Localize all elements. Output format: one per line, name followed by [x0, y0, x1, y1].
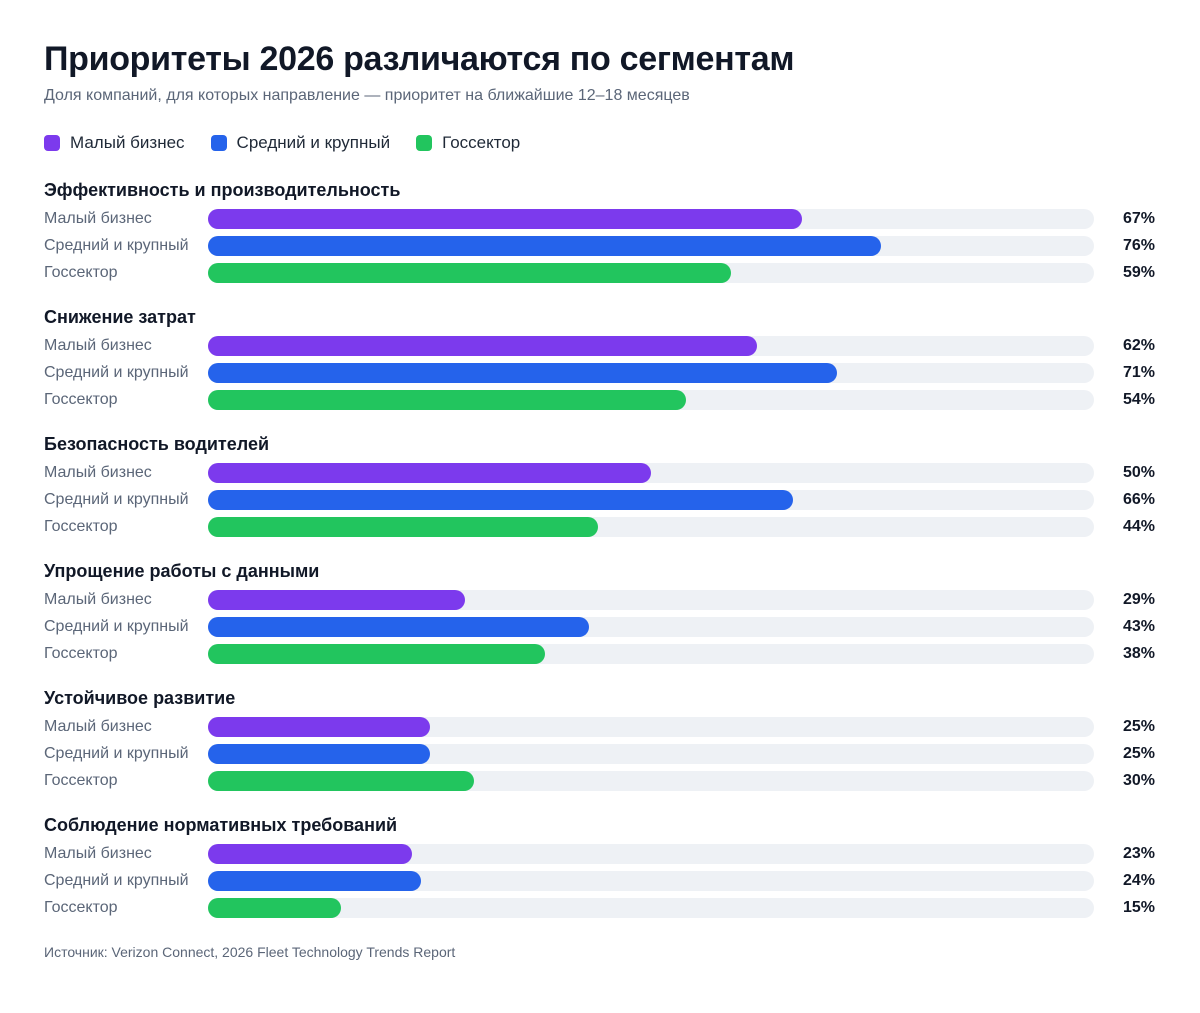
bar [208, 263, 731, 283]
legend-swatch [416, 135, 433, 151]
bar-track [208, 771, 1094, 791]
value-label: 44% [1122, 518, 1155, 535]
row-label: Средний и крупный [44, 237, 189, 254]
bar-track [208, 590, 1094, 610]
bar-track [208, 390, 1094, 410]
bar-track [208, 844, 1094, 864]
row-label: Госсектор [44, 518, 118, 535]
value-label: 25% [1122, 718, 1155, 735]
legend-label: Госсектор [442, 133, 521, 152]
value-label: 71% [1122, 364, 1155, 381]
value-label: 62% [1122, 337, 1155, 354]
bar-track [208, 517, 1094, 537]
bar-track [208, 209, 1094, 229]
row-label: Малый бизнес [44, 845, 152, 862]
bar-track [208, 363, 1094, 383]
value-label: 43% [1122, 618, 1155, 635]
group-title: Снижение затрат [44, 307, 196, 327]
bar [208, 517, 598, 537]
bar [208, 717, 430, 737]
bar-track [208, 617, 1094, 637]
value-label: 24% [1122, 872, 1155, 889]
row-label: Средний и крупный [44, 618, 189, 635]
group-title: Безопасность водителей [44, 434, 270, 454]
bar [208, 590, 465, 610]
bar-track [208, 463, 1094, 483]
bar [208, 463, 651, 483]
row-label: Госсектор [44, 264, 118, 281]
row-label: Средний и крупный [44, 745, 189, 762]
value-label: 67% [1122, 210, 1155, 227]
value-label: 54% [1122, 391, 1155, 408]
bar [208, 744, 430, 764]
bar-track [208, 336, 1094, 356]
row-label: Госсектор [44, 645, 118, 662]
bar [208, 209, 802, 229]
legend-label: Средний и крупный [236, 133, 391, 152]
group-title: Соблюдение нормативных требований [44, 815, 398, 835]
value-label: 59% [1122, 264, 1155, 281]
row-label: Малый бизнес [44, 718, 152, 735]
row-label: Госсектор [44, 391, 118, 408]
legend-item: Госсектор [416, 133, 520, 153]
row-label: Малый бизнес [44, 591, 152, 608]
bar-track [208, 898, 1094, 918]
bar-track [208, 871, 1094, 891]
source-note: Источник: Verizon Connect, 2026 Fleet Te… [44, 944, 456, 960]
row-label: Малый бизнес [44, 210, 152, 227]
value-label: 76% [1122, 237, 1155, 254]
chart-title: Приоритеты 2026 различаются по сегментам [44, 40, 795, 78]
row-label: Средний и крупный [44, 872, 189, 889]
legend: Малый бизнес Средний и крупный Госсектор [44, 132, 546, 154]
row-label: Госсектор [44, 772, 118, 789]
value-label: 30% [1122, 772, 1155, 789]
group-title: Эффективность и производительность [44, 180, 401, 200]
group-title: Упрощение работы с данными [44, 561, 320, 581]
bar [208, 644, 545, 664]
bar-track [208, 644, 1094, 664]
legend-swatch [210, 135, 227, 151]
value-label: 66% [1122, 491, 1155, 508]
row-label: Малый бизнес [44, 337, 152, 354]
bar [208, 844, 412, 864]
bar [208, 898, 341, 918]
row-label: Малый бизнес [44, 464, 152, 481]
row-label: Средний и крупный [44, 491, 189, 508]
bar-track [208, 263, 1094, 283]
value-label: 25% [1122, 745, 1155, 762]
group-title: Устойчивое развитие [44, 688, 236, 708]
bar [208, 617, 589, 637]
value-label: 50% [1122, 464, 1155, 481]
bar-track [208, 744, 1094, 764]
legend-item: Малый бизнес [44, 133, 185, 153]
legend-label: Малый бизнес [70, 133, 185, 152]
bar [208, 336, 757, 356]
row-label: Госсектор [44, 899, 118, 916]
bar-track [208, 490, 1094, 510]
bar [208, 871, 421, 891]
bar-track [208, 717, 1094, 737]
chart-subtitle: Доля компаний, для которых направление —… [44, 87, 690, 104]
bar [208, 490, 793, 510]
legend-item: Средний и крупный [210, 133, 391, 153]
bar [208, 363, 837, 383]
value-label: 23% [1122, 845, 1155, 862]
value-label: 38% [1122, 645, 1155, 662]
value-label: 15% [1122, 899, 1155, 916]
bar [208, 771, 474, 791]
bar-track [208, 236, 1094, 256]
value-label: 29% [1122, 591, 1155, 608]
bar [208, 390, 686, 410]
legend-swatch [44, 135, 60, 151]
row-label: Средний и крупный [44, 364, 189, 381]
bar [208, 236, 881, 256]
